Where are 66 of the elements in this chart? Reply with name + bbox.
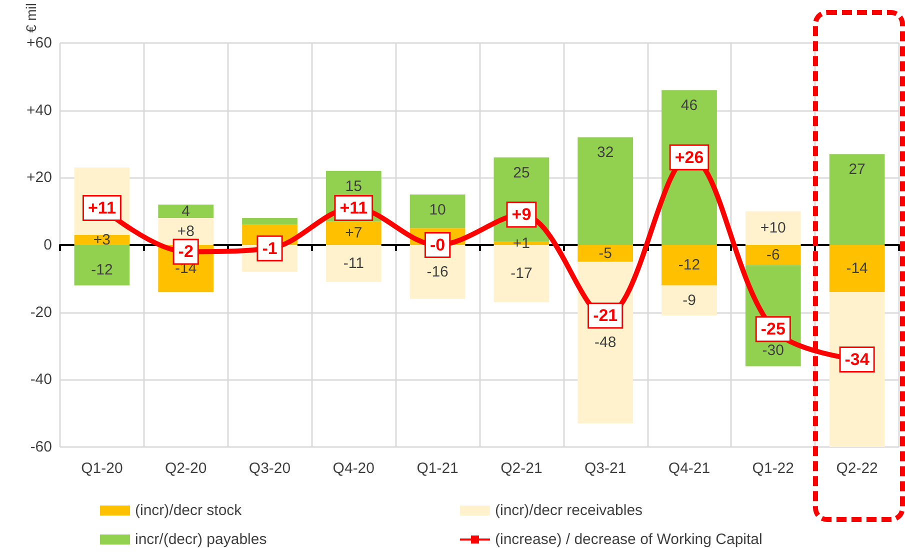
bar: [829, 154, 885, 245]
bar: [326, 244, 382, 282]
data-label: -1: [262, 238, 278, 258]
data-label: -12: [678, 256, 700, 274]
bar: [74, 244, 130, 286]
y-tick-label: -40: [30, 371, 52, 388]
data-label: -16: [426, 263, 448, 280]
data-label: +3: [93, 231, 111, 248]
x-tick-label: Q2-20: [165, 460, 207, 477]
data-label: +9: [512, 205, 532, 224]
data-label: -30: [762, 342, 784, 360]
data-label: -9: [682, 292, 696, 310]
data-label: 4: [182, 202, 190, 220]
data-label: 46: [680, 97, 698, 114]
data-label: +7: [345, 224, 362, 242]
data-label: -14: [846, 260, 868, 278]
legend-label: (incr)/decr receivables: [495, 502, 643, 519]
bar: [662, 285, 717, 316]
data-label: -2: [178, 242, 194, 262]
x-tick-label: Q4-21: [668, 460, 710, 477]
bar: [158, 204, 214, 218]
data-label: +8: [177, 223, 194, 240]
data-label: -11: [343, 255, 364, 272]
x-tick-label: Q3-21: [584, 460, 626, 477]
bar: [578, 244, 634, 262]
legend-label: incr/(decr) payables: [135, 531, 267, 548]
data-label: -48: [594, 334, 616, 352]
data-label: 25: [513, 164, 530, 182]
bar: [829, 244, 885, 292]
bar: [745, 211, 801, 245]
data-label: 27: [848, 161, 866, 178]
x-tick-label: Q1-22: [752, 460, 794, 477]
y-tick-label: -60: [30, 438, 52, 456]
data-label: -12: [91, 261, 113, 278]
x-tick-label: Q3-20: [248, 460, 291, 477]
data-label: 10: [429, 201, 446, 218]
y-tick-label: +60: [26, 34, 52, 52]
data-label: +1: [512, 234, 530, 252]
data-label: -5: [598, 244, 612, 262]
bar: [410, 194, 466, 228]
data-label: -0: [430, 235, 446, 254]
bar: [745, 244, 801, 266]
y-axis-title: € mil: [23, 3, 39, 33]
y-tick-label: -20: [30, 304, 52, 321]
x-tick-label: Q2-22: [836, 460, 878, 477]
x-tick-label: Q1-21: [416, 460, 458, 477]
data-label: -25: [760, 320, 786, 339]
data-label: -34: [844, 350, 870, 369]
data-label: -21: [593, 306, 618, 326]
data-label: -17: [510, 265, 532, 282]
bar: [326, 221, 382, 245]
y-tick-label: 0: [44, 236, 52, 254]
x-tick-label: Q1-20: [81, 460, 123, 477]
data-label: 15: [345, 178, 362, 195]
y-tick-label: +20: [26, 169, 52, 186]
data-label: -6: [766, 246, 780, 264]
x-tick-label: Q2-21: [500, 460, 542, 477]
data-label: 32: [597, 144, 614, 162]
y-tick-label: +40: [26, 102, 52, 119]
bar: [662, 244, 717, 286]
legend-label: (increase) / decrease of Working Capital: [495, 531, 762, 548]
bar: [578, 137, 634, 245]
legend-label: (incr)/decr stock: [135, 502, 242, 519]
bar: [242, 218, 298, 225]
x-tick-label: Q4-20: [332, 460, 374, 477]
data-label: +10: [760, 220, 786, 237]
